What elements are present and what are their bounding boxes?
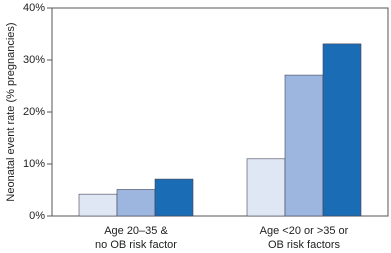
bar [78,193,118,217]
bar [322,43,362,217]
bar [116,189,156,217]
x-tick-label: Age 20–35 & no OB risk factor [95,225,177,251]
x-tick-label: Age <20 or >35 or OB risk factors [259,225,349,251]
y-tick-label: 20% [23,106,45,118]
y-tick-label: 30% [23,54,45,66]
y-tick-label: 0% [29,210,45,222]
bar [246,158,286,217]
y-axis-label: Neonatal event rate (% pregnancies) [5,22,17,201]
y-tick-label: 40% [23,2,45,14]
y-tick-label: 10% [23,158,45,170]
bar [154,178,194,217]
bar [284,74,324,217]
